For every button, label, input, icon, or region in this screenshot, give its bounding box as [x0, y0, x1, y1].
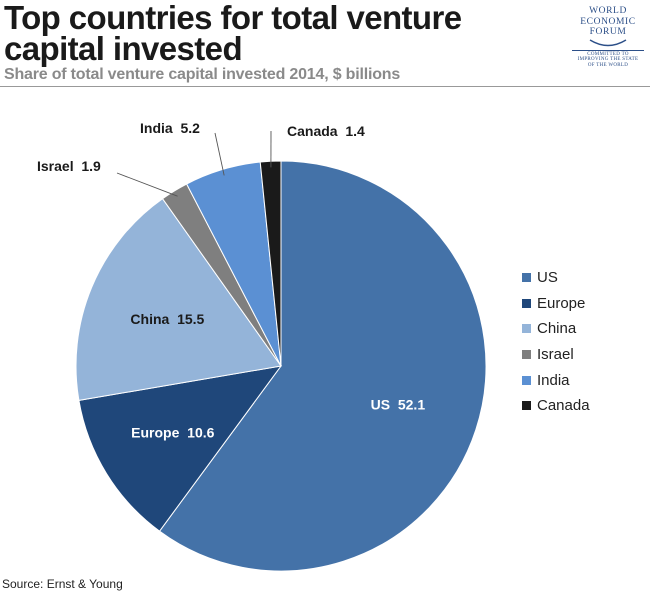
legend-swatch-india: [522, 375, 531, 385]
data-label-china: China 15.5: [130, 311, 204, 327]
logo-line-2: ECONOMIC: [580, 16, 636, 27]
legend-item-israel: Israel: [522, 342, 590, 368]
chart-legend: US Europe China Israel India Canada: [522, 265, 590, 419]
legend-label-us: US: [537, 269, 558, 287]
wef-logo: WORLD ECONOMIC FORUM COMMITTED TO IMPROV…: [572, 6, 644, 68]
legend-swatch-canada: [522, 401, 531, 411]
legend-label-india: India: [537, 371, 570, 389]
header-divider: [0, 86, 650, 87]
logo-arc-icon: [589, 38, 627, 46]
data-label-israel: Israel 1.9: [37, 158, 101, 174]
data-label-europe: Europe 10.6: [131, 425, 214, 441]
legend-label-china: China: [537, 320, 577, 338]
logo-tagline-1: COMMITTED TO: [572, 49, 644, 58]
source-note: Source: Ernst & Young: [2, 577, 123, 591]
pie-slice-europe: [78, 365, 283, 532]
legend-swatch-us: [522, 273, 531, 283]
legend-swatch-europe: [522, 298, 531, 308]
leader-line-israel: [116, 172, 178, 197]
legend-item-india: India: [522, 367, 590, 393]
legend-item-canada: Canada: [522, 393, 590, 419]
logo-tagline-2: IMPROVING THE STATE: [577, 57, 639, 62]
data-label-canada: Canada 1.4: [287, 123, 365, 139]
legend-label-canada: Canada: [537, 397, 590, 415]
logo-line-3: FORUM: [589, 27, 627, 37]
logo-tagline-3: OF THE WORLD: [587, 62, 629, 68]
chart-title: Top countries for total venture capital …: [4, 0, 462, 67]
legend-swatch-israel: [522, 350, 531, 360]
pie-slice-china: [75, 197, 282, 401]
legend-label-europe: Europe: [537, 294, 586, 312]
legend-item-europe: Europe: [522, 291, 590, 317]
data-label-us: US 52.1: [371, 396, 426, 412]
leader-line-india: [214, 132, 225, 176]
chart-subtitle: Share of total venture capital invested …: [4, 66, 401, 83]
legend-item-china: China: [522, 316, 590, 342]
legend-swatch-china: [522, 324, 531, 334]
legend-item-us: US: [522, 265, 590, 291]
pie-slice-us: [158, 160, 487, 572]
legend-label-israel: Israel: [537, 346, 574, 364]
logo-line-1: WORLD: [589, 6, 627, 16]
data-label-india: India 5.2: [140, 120, 200, 136]
